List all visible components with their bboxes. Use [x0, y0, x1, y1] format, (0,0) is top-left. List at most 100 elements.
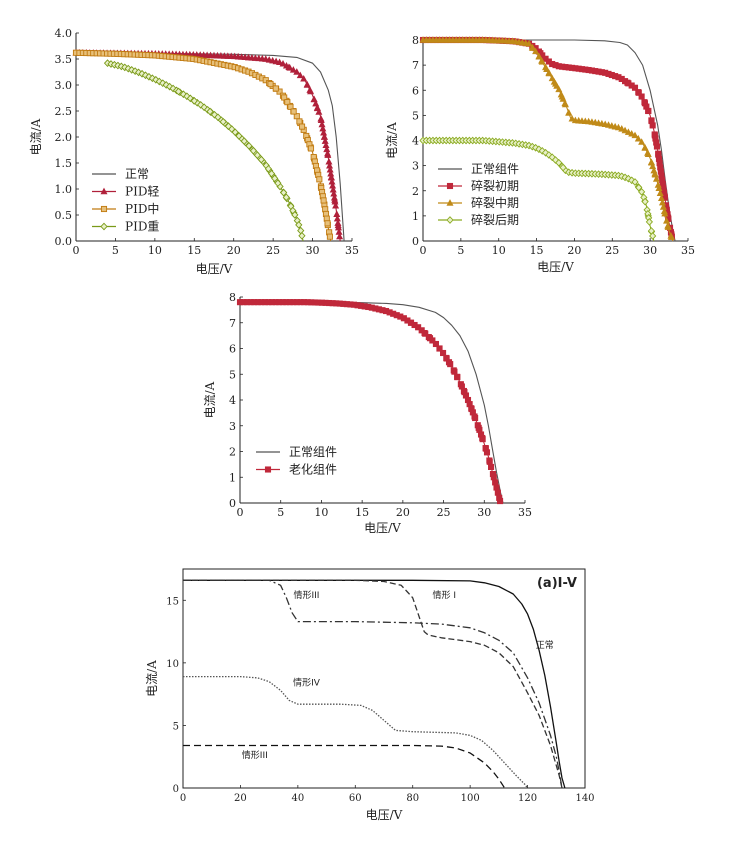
- y-tick-label: 1.0: [55, 183, 73, 196]
- y-tick-label: 3: [412, 160, 419, 173]
- data-point: [224, 122, 233, 131]
- plot-frame: [182, 568, 586, 789]
- data-point: [649, 122, 656, 129]
- legend-label: 碎裂中期: [471, 195, 519, 210]
- x-tick-label: 0: [237, 506, 244, 519]
- data-point: [324, 220, 331, 227]
- x-tick-label: 5: [112, 244, 119, 257]
- data-point: [426, 335, 434, 342]
- data-point: [550, 78, 558, 85]
- data-point: [436, 345, 443, 352]
- data-point: [543, 65, 551, 73]
- x-tick-label: 15: [530, 244, 544, 257]
- data-point: [295, 221, 303, 229]
- legend-entry: 正常: [92, 167, 149, 181]
- legend-marker: [264, 466, 272, 473]
- x-tick-label: 30: [306, 244, 320, 257]
- y-axis-label: 电流/A: [385, 122, 399, 159]
- data-point: [166, 82, 174, 91]
- y-tick-label: 2: [412, 185, 419, 198]
- legend-marker: [100, 187, 108, 195]
- legend-label: 正常组件: [471, 162, 519, 176]
- data-point: [276, 58, 284, 65]
- x-tick-label: 25: [266, 244, 280, 257]
- data-point: [664, 222, 672, 229]
- data-point: [535, 52, 543, 60]
- data-point: [316, 176, 323, 183]
- y-tick-label: 2: [229, 446, 236, 459]
- y-tick-label: 7: [412, 59, 419, 72]
- series-line: [183, 579, 563, 789]
- data-point: [300, 74, 308, 82]
- data-point: [644, 149, 652, 156]
- data-point: [190, 97, 198, 105]
- data-point: [538, 57, 546, 64]
- legend-entry: 正常组件: [438, 162, 519, 176]
- data-point: [492, 479, 499, 486]
- series-1: [240, 301, 504, 504]
- x-tick-label: 100: [461, 793, 480, 804]
- y-tick-label: 2.0: [55, 131, 73, 144]
- data-point: [445, 359, 453, 366]
- data-point: [656, 189, 664, 196]
- data-point: [315, 108, 323, 115]
- data-point: [197, 101, 205, 109]
- y-axis-label: 电流/A: [145, 660, 159, 697]
- y-tick-label: 6: [412, 84, 419, 97]
- x-tick-label: 40: [291, 793, 304, 804]
- data-point: [306, 86, 314, 93]
- data-point: [657, 168, 664, 175]
- legend-label: 老化组件: [289, 463, 337, 477]
- data-point: [561, 99, 569, 107]
- data-point: [324, 149, 332, 157]
- data-point: [454, 373, 461, 380]
- series-5: [183, 744, 506, 789]
- data-point: [326, 233, 333, 240]
- series-line: [183, 675, 529, 789]
- data-point: [486, 458, 493, 465]
- legend-entry: 碎裂中期: [438, 195, 519, 210]
- data-point: [138, 69, 146, 78]
- x-tick-label: 10: [314, 506, 328, 519]
- data-point: [529, 44, 537, 51]
- data-point: [649, 232, 657, 240]
- data-point: [274, 179, 282, 188]
- data-point: [296, 71, 304, 79]
- data-point: [206, 107, 214, 116]
- data-point: [276, 88, 283, 95]
- x-axis-label: 电压/V: [196, 262, 233, 276]
- annotation-label: 正常: [536, 639, 554, 651]
- x-tick-label: 5: [457, 244, 464, 257]
- y-tick-label: 3.5: [55, 53, 73, 66]
- data-point: [155, 77, 163, 86]
- data-point: [638, 187, 646, 196]
- series-line: [183, 744, 506, 789]
- annotation-label: 情形III: [242, 749, 268, 761]
- data-point: [621, 126, 629, 134]
- data-point: [267, 81, 274, 88]
- data-point: [214, 113, 222, 122]
- series-4: [183, 675, 529, 789]
- data-point: [235, 132, 243, 140]
- data-point: [667, 232, 675, 239]
- data-point: [641, 197, 649, 206]
- data-point: [493, 484, 500, 491]
- data-point: [336, 232, 344, 240]
- data-point: [631, 84, 639, 91]
- y-tick-label: 4: [412, 135, 419, 148]
- series-2: [72, 48, 344, 242]
- y-tick-label: 1.5: [55, 157, 73, 170]
- data-point: [293, 68, 301, 75]
- y-tick-label: 2.5: [55, 105, 73, 118]
- data-point: [496, 494, 503, 501]
- annotation-label: 情形III: [293, 589, 319, 601]
- data-point: [290, 108, 297, 115]
- y-tick-label: 8: [229, 291, 236, 304]
- data-point: [660, 207, 668, 215]
- data-point: [532, 47, 540, 55]
- x-tick-label: 60: [349, 793, 362, 804]
- chart-cracking: 0 5 10 15 20 25 30 35 0 1 2 3 4 5 6 7 8 电压/V 电流/A 正常组件碎裂初期碎…: [385, 34, 695, 274]
- data-point: [555, 85, 563, 93]
- legend-entry: PID重: [92, 220, 159, 234]
